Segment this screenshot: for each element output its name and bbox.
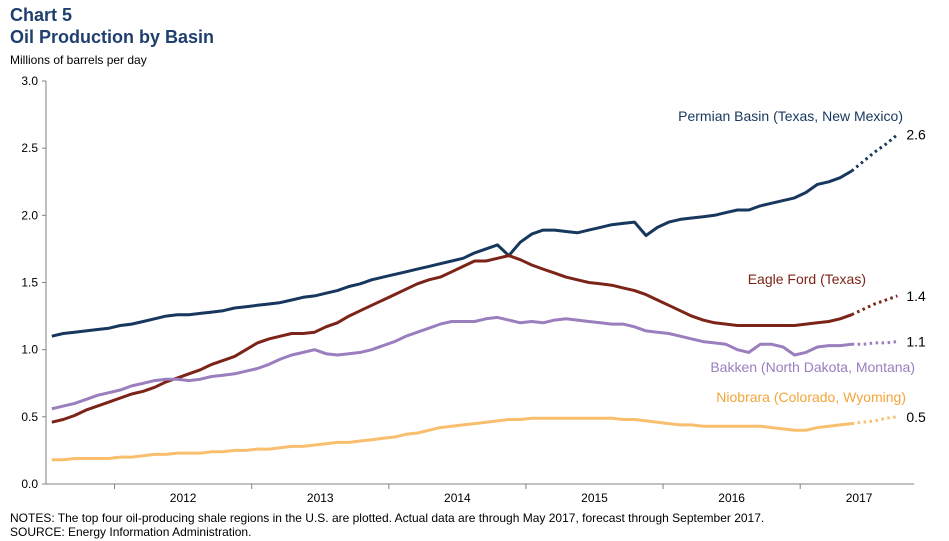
x-tick-label: 2017 [846, 491, 873, 505]
series-name-eagle-ford: Eagle Ford (Texas) [748, 271, 866, 287]
x-tick-label: 2013 [307, 491, 334, 505]
series-forecast-eagle-ford [851, 294, 898, 317]
series-name-permian: Permian Basin (Texas, New Mexico) [678, 108, 903, 124]
chart-lines [51, 133, 899, 462]
x-tick-label: 2014 [444, 491, 471, 505]
series-name-niobrara: Niobrara (Colorado, Wyoming) [716, 389, 906, 405]
series-line-permian [51, 169, 853, 338]
y-tick-label: 2.0 [21, 208, 38, 222]
series-end-value-niobrara: 0.5 [906, 409, 926, 425]
chart-number: Chart 5 [10, 5, 73, 25]
series-name-bakken: Bakken (North Dakota, Montana) [710, 359, 915, 375]
chart-series-labels: 2.6 1.4 1.1 0.5 Permian Basin (Texas, New Me… [678, 108, 926, 425]
x-tick-label: 2016 [718, 491, 745, 505]
x-tick-label: 2015 [581, 491, 608, 505]
y-tick-label: 0.5 [21, 410, 38, 424]
series-forecast-niobrara [851, 415, 898, 426]
y-tick-label: 1.5 [21, 276, 38, 290]
y-tick-label: 0.0 [21, 477, 38, 491]
series-line-eagle-ford [51, 254, 853, 424]
series-end-value-eagle-ford: 1.4 [906, 288, 926, 304]
series-end-value-permian: 2.6 [906, 127, 926, 143]
y-axis-units: Millions of barrels per day [10, 53, 147, 67]
chart-axes: 0.0 0.5 1.0 1.5 2.0 2.5 3.0 2012 2013 2014 2015 201… [21, 74, 914, 505]
y-tick-label: 2.5 [21, 141, 38, 155]
x-tick-label: 2012 [170, 491, 197, 505]
series-forecast-bakken [851, 340, 898, 346]
series-forecast-permian [850, 133, 899, 173]
series-line-niobrara [51, 416, 852, 462]
y-tick-label: 1.0 [21, 343, 38, 357]
series-line-bakken [51, 315, 852, 411]
series-end-value-bakken: 1.1 [906, 334, 926, 350]
chart-source: SOURCE: Energy Information Administratio… [10, 525, 252, 539]
chart-title: Oil Production by Basin [10, 27, 215, 47]
chart-notes: NOTES: The top four oil-producing shale … [10, 511, 765, 525]
y-tick-label: 3.0 [21, 74, 38, 88]
